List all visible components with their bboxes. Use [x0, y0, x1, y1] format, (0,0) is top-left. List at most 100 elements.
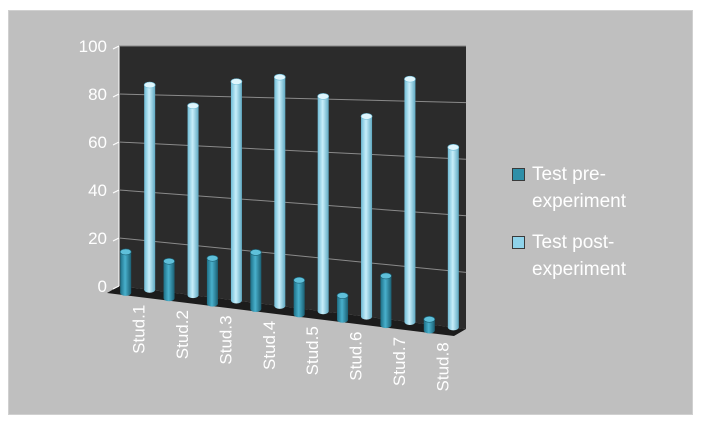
bar-base — [274, 302, 286, 309]
bar-base — [293, 311, 305, 318]
bar-body — [144, 85, 156, 290]
bar-top — [404, 75, 416, 83]
bar-top — [163, 257, 175, 265]
x-tick-label: Stud.5 — [303, 326, 322, 375]
bar-top — [230, 78, 243, 85]
legend-item-post: Test post- experiment — [512, 229, 682, 283]
bar-top — [317, 93, 329, 100]
bar-body — [447, 147, 459, 328]
bar-body — [293, 280, 305, 315]
y-tick-mark — [112, 189, 120, 194]
bar-base — [230, 297, 242, 304]
bar-base — [337, 316, 349, 323]
bar-body — [380, 275, 392, 326]
bar-top — [380, 272, 392, 280]
y-tick-mark — [112, 285, 120, 290]
bar-base — [163, 295, 175, 302]
bar-top — [336, 292, 349, 299]
bar-pre-6 — [336, 292, 349, 323]
x-tick-label: Stud.8 — [433, 342, 452, 391]
chart-frame: 0 20 40 60 80 100 Stud.1 Stud.2 Stud.3 Stud.4 Stu… — [8, 10, 693, 415]
bar-post-4 — [274, 73, 286, 309]
bar-base — [361, 313, 373, 320]
bar-body — [337, 295, 349, 320]
bar-top — [360, 113, 373, 120]
bar-base — [317, 308, 329, 315]
y-tick-label: 80 — [88, 85, 107, 104]
y-axis: 0 20 40 60 80 100 — [79, 37, 120, 296]
bar-body — [163, 261, 175, 299]
legend-swatch-pre — [512, 168, 525, 181]
plot-floor — [107, 286, 466, 336]
bar-body — [230, 81, 242, 301]
bar-pre-2 — [163, 257, 175, 302]
x-tick-label: Stud.2 — [173, 310, 192, 359]
x-axis: Stud.1 Stud.2 Stud.3 Stud.4 Stud.5 Stud.6 Stud… — [130, 305, 453, 392]
bar-top — [274, 73, 286, 81]
bar-base — [144, 286, 156, 293]
bar-post-6 — [360, 113, 373, 320]
y-tick-label: 40 — [88, 181, 107, 200]
bar-body — [317, 96, 329, 312]
y-tick-label: 0 — [98, 277, 107, 296]
bar-pre-4 — [250, 249, 262, 312]
bar-pre-7 — [380, 272, 392, 329]
bar-body — [120, 251, 132, 293]
bar-top — [293, 276, 305, 284]
y-tick-mark — [112, 93, 120, 98]
bar-top — [187, 102, 199, 110]
bar-body — [423, 319, 435, 331]
bar-post-1 — [143, 81, 156, 293]
x-tick-label: Stud.1 — [130, 305, 149, 354]
bar-pre-1 — [119, 248, 132, 296]
bar-top — [423, 316, 436, 323]
bar-post-2 — [187, 102, 199, 299]
bar-body — [404, 79, 416, 323]
legend-label-post-line1: Test post- — [532, 232, 615, 253]
bar-base — [250, 305, 262, 312]
bar-pre-5 — [293, 276, 305, 318]
legend-label-pre-line1: Test pre- — [532, 164, 606, 185]
bar-top — [250, 249, 262, 256]
bar-pre-8 — [423, 316, 436, 334]
bar-body — [274, 77, 286, 306]
bar-body — [361, 116, 373, 317]
bar-pre-3 — [206, 254, 219, 307]
bar-post-7 — [404, 75, 416, 326]
bar-body — [187, 105, 199, 296]
bar-base — [423, 327, 435, 334]
bar-base — [120, 289, 132, 296]
y-tick-label: 20 — [88, 229, 107, 248]
bar-top — [143, 81, 156, 89]
y-tick-label: 100 — [79, 37, 107, 56]
bar-body — [206, 258, 218, 304]
y-tick-mark — [112, 45, 120, 50]
plot-area — [107, 46, 466, 336]
bar-post-8 — [447, 144, 460, 331]
bar-post-3 — [230, 78, 243, 304]
plot-background — [119, 46, 466, 329]
bar-top — [447, 144, 460, 151]
legend-label-post-line2: experiment — [532, 259, 626, 280]
bar-base — [187, 292, 199, 299]
bar-post-5 — [317, 93, 329, 315]
x-tick-label: Stud.6 — [347, 332, 366, 381]
x-tick-label: Stud.4 — [260, 321, 279, 370]
bar-base — [447, 324, 459, 331]
legend-swatch-post — [512, 236, 525, 249]
legend-item-pre: Test pre- experiment — [512, 161, 682, 215]
legend: Test pre- experiment Test post- experime… — [512, 161, 682, 297]
bars — [119, 73, 460, 334]
bar-base — [206, 300, 218, 307]
bar-base — [380, 322, 392, 329]
y-tick-mark — [112, 141, 120, 146]
bar-top — [119, 248, 132, 256]
y-tick-mark — [112, 237, 120, 242]
bar-top — [206, 254, 219, 262]
bar-body — [250, 252, 262, 309]
legend-label-pre-line2: experiment — [532, 191, 626, 212]
bar-base — [404, 319, 416, 326]
x-tick-label: Stud.3 — [216, 315, 235, 364]
x-tick-label: Stud.7 — [390, 337, 409, 386]
